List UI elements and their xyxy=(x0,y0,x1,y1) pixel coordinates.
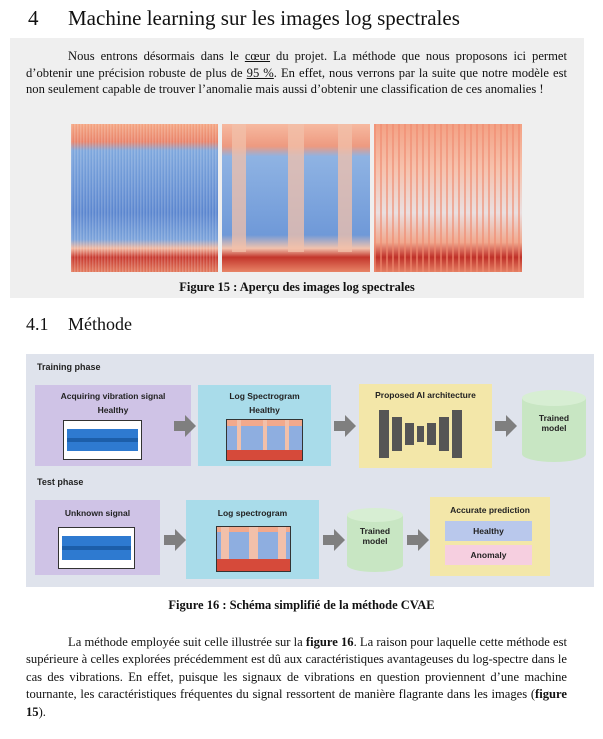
arrow-right-icon xyxy=(334,415,356,437)
figure-16-caption: Figure 16 : Schéma simplifié de la métho… xyxy=(168,598,435,612)
subsection-title: Méthode xyxy=(68,314,132,334)
test-phase-label: Test phase xyxy=(37,477,84,487)
method-text-3: ). xyxy=(38,704,46,719)
test-log-spectrogram-title: Log spectrogram xyxy=(217,508,288,518)
figure-15-caption: Figure 15 : Aperçu des images log spectr… xyxy=(179,280,415,294)
section-heading: 4 Machine learning sur les images log spe… xyxy=(28,6,460,31)
test-log-spectrogram-box: Log spectrogram xyxy=(186,500,319,579)
figure-16-reference: figure 16 xyxy=(305,635,354,649)
prediction-box: Accurate prediction Healthy Anomaly xyxy=(430,497,550,576)
arrow-right-icon xyxy=(164,529,186,551)
trained-model-cylinder-icon xyxy=(347,508,403,572)
ai-architecture-title: Proposed AI architecture xyxy=(375,390,476,400)
intro-text-2: du projet. La méthode que nous proposons… xyxy=(26,49,567,80)
log-spectral-image-3 xyxy=(374,124,522,272)
arrow-right-icon xyxy=(407,529,429,551)
trained-model-label-2: Trained model xyxy=(359,526,391,546)
unknown-signal-box: Unknown signal xyxy=(35,500,160,575)
log-spectral-image-2 xyxy=(222,124,370,272)
trained-model-label-1: Trained model xyxy=(538,413,570,433)
test-spectrogram-image xyxy=(216,526,291,572)
acquiring-signal-title: Acquiring vibration signal xyxy=(60,391,166,401)
train-spectrogram-image xyxy=(226,419,303,461)
train-log-spectrogram-title: Log Spectrogram xyxy=(229,391,300,401)
section-number: 4 xyxy=(28,6,39,30)
prediction-title: Accurate prediction xyxy=(450,505,530,515)
log-spectral-image-1 xyxy=(71,124,218,272)
arrow-right-icon xyxy=(174,415,196,437)
intro-paragraph: Nous entrons désormais dans le cœur du p… xyxy=(26,48,567,98)
cvae-method-diagram: Training phase Acquiring vibration signa… xyxy=(26,354,594,587)
acquiring-signal-sub: Healthy xyxy=(97,405,129,415)
intro-text-1: Nous entrons désormais dans le xyxy=(68,49,245,63)
unknown-signal-title: Unknown signal xyxy=(64,508,131,518)
acquiring-signal-box: Acquiring vibration signal Healthy xyxy=(35,385,191,466)
arrow-right-icon xyxy=(323,529,345,551)
method-text-2: . La raison pour laquelle cette méthode … xyxy=(26,635,567,702)
intro-box: Nous entrons désormais dans le cœur du p… xyxy=(10,38,584,298)
healthy-class-badge: Healthy xyxy=(445,521,532,541)
anomaly-class-badge: Anomaly xyxy=(445,545,532,565)
train-log-spectrogram-box: Log Spectrogram Healthy xyxy=(198,385,331,466)
trained-model-cylinder-icon xyxy=(522,390,586,462)
intro-coeur: cœur xyxy=(244,49,271,63)
method-text-1: La méthode employée suit celle illustrée… xyxy=(68,635,306,649)
train-log-spectrogram-sub: Healthy xyxy=(249,405,280,415)
subsection-number: 4.1 xyxy=(26,314,49,334)
training-phase-label: Training phase xyxy=(37,362,101,372)
section-title: Machine learning sur les images log spec… xyxy=(68,6,460,30)
figure-15-reference: figure 15 xyxy=(26,687,567,719)
subsection-heading: 4.1 Méthode xyxy=(26,314,132,335)
arrow-right-icon xyxy=(495,415,517,437)
method-paragraph: La méthode employée suit celle illustrée… xyxy=(26,634,567,721)
healthy-waveform-image xyxy=(63,420,142,460)
ai-architecture-box: Proposed AI architecture xyxy=(359,384,492,468)
unknown-waveform-image xyxy=(58,527,135,569)
intro-percentage: 95 % xyxy=(246,65,274,80)
autoencoder-icon xyxy=(379,410,462,458)
intro-text-3: . En effet, nous verrons par la suite qu… xyxy=(26,65,568,97)
